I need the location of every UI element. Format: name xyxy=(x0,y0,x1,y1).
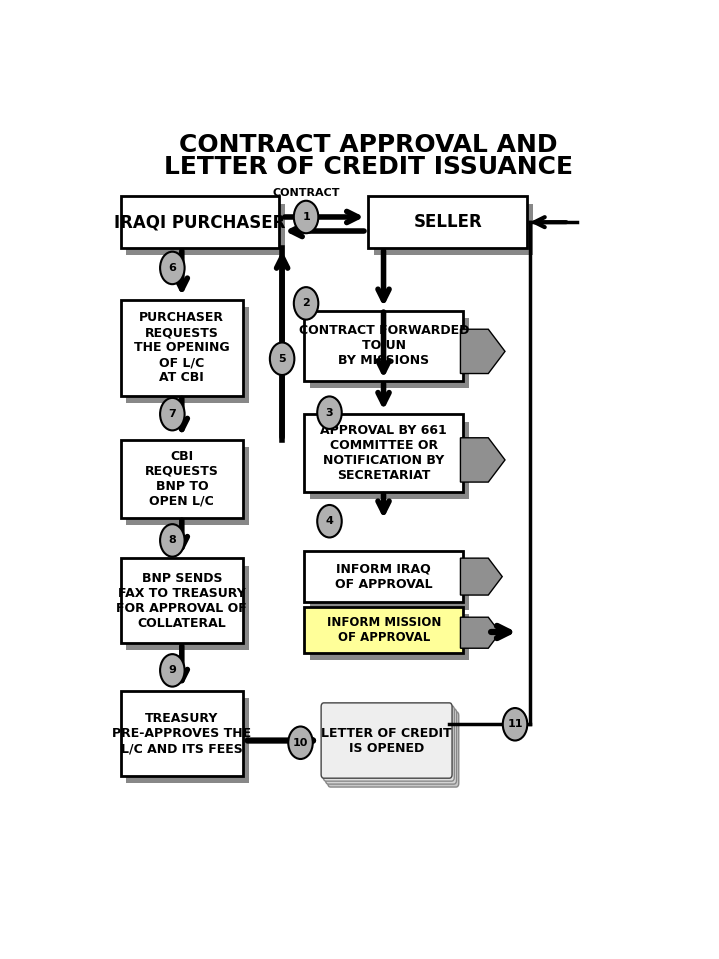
Text: 6: 6 xyxy=(168,263,176,273)
FancyBboxPatch shape xyxy=(324,706,454,782)
Text: 11: 11 xyxy=(508,719,523,729)
FancyBboxPatch shape xyxy=(126,566,249,650)
Text: INFORM MISSION
OF APPROVAL: INFORM MISSION OF APPROVAL xyxy=(326,616,441,643)
Text: IRAQI PURCHASER: IRAQI PURCHASER xyxy=(114,213,285,231)
Text: 8: 8 xyxy=(168,535,176,546)
Text: CONTRACT APPROVAL AND: CONTRACT APPROVAL AND xyxy=(179,132,558,156)
FancyBboxPatch shape xyxy=(126,698,249,784)
FancyBboxPatch shape xyxy=(304,414,463,492)
Polygon shape xyxy=(460,618,500,648)
Circle shape xyxy=(160,251,185,284)
Text: SELLER: SELLER xyxy=(413,213,482,231)
FancyBboxPatch shape xyxy=(304,550,463,602)
FancyBboxPatch shape xyxy=(121,299,243,396)
FancyBboxPatch shape xyxy=(121,691,243,776)
Polygon shape xyxy=(460,558,502,595)
Text: LETTER OF CREDIT
IS OPENED: LETTER OF CREDIT IS OPENED xyxy=(321,727,452,755)
Circle shape xyxy=(317,396,342,429)
Text: TREASURY
PRE-APPROVES THE
L/C AND ITS FEES: TREASURY PRE-APPROVES THE L/C AND ITS FE… xyxy=(112,712,252,755)
Text: PURCHASER
REQUESTS
THE OPENING
OF L/C
AT CBI: PURCHASER REQUESTS THE OPENING OF L/C AT… xyxy=(134,311,229,385)
FancyBboxPatch shape xyxy=(374,203,533,255)
FancyBboxPatch shape xyxy=(121,440,243,518)
FancyBboxPatch shape xyxy=(121,558,243,643)
Polygon shape xyxy=(460,329,505,374)
FancyBboxPatch shape xyxy=(304,311,463,381)
Circle shape xyxy=(160,398,185,431)
Text: CONTRACT FORWARDED
TO UN
BY MISSIONS: CONTRACT FORWARDED TO UN BY MISSIONS xyxy=(298,324,469,367)
FancyBboxPatch shape xyxy=(326,709,457,784)
Text: 5: 5 xyxy=(278,354,286,363)
Circle shape xyxy=(294,200,319,233)
Circle shape xyxy=(270,342,294,375)
FancyBboxPatch shape xyxy=(310,558,469,610)
Text: 2: 2 xyxy=(302,298,310,309)
Text: 3: 3 xyxy=(326,408,334,418)
Text: BNP SENDS
FAX TO TREASURY
FOR APPROVAL OF
COLLATERAL: BNP SENDS FAX TO TREASURY FOR APPROVAL O… xyxy=(116,572,247,630)
FancyBboxPatch shape xyxy=(328,712,459,787)
Circle shape xyxy=(160,654,185,687)
Text: APPROVAL BY 661
COMMITTEE OR
NOTIFICATION BY
SECRETARIAT: APPROVAL BY 661 COMMITTEE OR NOTIFICATIO… xyxy=(321,424,447,482)
Text: 1: 1 xyxy=(302,212,310,222)
Text: 9: 9 xyxy=(168,666,176,675)
Circle shape xyxy=(288,727,313,759)
FancyBboxPatch shape xyxy=(126,307,249,403)
FancyBboxPatch shape xyxy=(126,447,249,525)
FancyBboxPatch shape xyxy=(126,203,285,255)
FancyBboxPatch shape xyxy=(304,607,463,653)
FancyBboxPatch shape xyxy=(310,422,469,499)
Circle shape xyxy=(294,287,319,319)
Text: CBI
REQUESTS
BNP TO
OPEN L/C: CBI REQUESTS BNP TO OPEN L/C xyxy=(145,450,219,507)
FancyBboxPatch shape xyxy=(121,197,279,248)
FancyBboxPatch shape xyxy=(310,615,469,660)
Circle shape xyxy=(160,525,185,556)
FancyBboxPatch shape xyxy=(310,318,469,388)
FancyBboxPatch shape xyxy=(321,703,452,778)
Text: INFORM IRAQ
OF APPROVAL: INFORM IRAQ OF APPROVAL xyxy=(335,563,433,591)
Polygon shape xyxy=(460,437,505,482)
Text: 10: 10 xyxy=(293,737,308,748)
Text: CONTRACT: CONTRACT xyxy=(273,188,340,198)
Text: LETTER OF CREDIT ISSUANCE: LETTER OF CREDIT ISSUANCE xyxy=(164,154,573,178)
Text: 7: 7 xyxy=(168,409,176,419)
Circle shape xyxy=(317,505,342,537)
FancyBboxPatch shape xyxy=(368,197,527,248)
Circle shape xyxy=(503,708,527,740)
Text: 4: 4 xyxy=(326,516,334,526)
